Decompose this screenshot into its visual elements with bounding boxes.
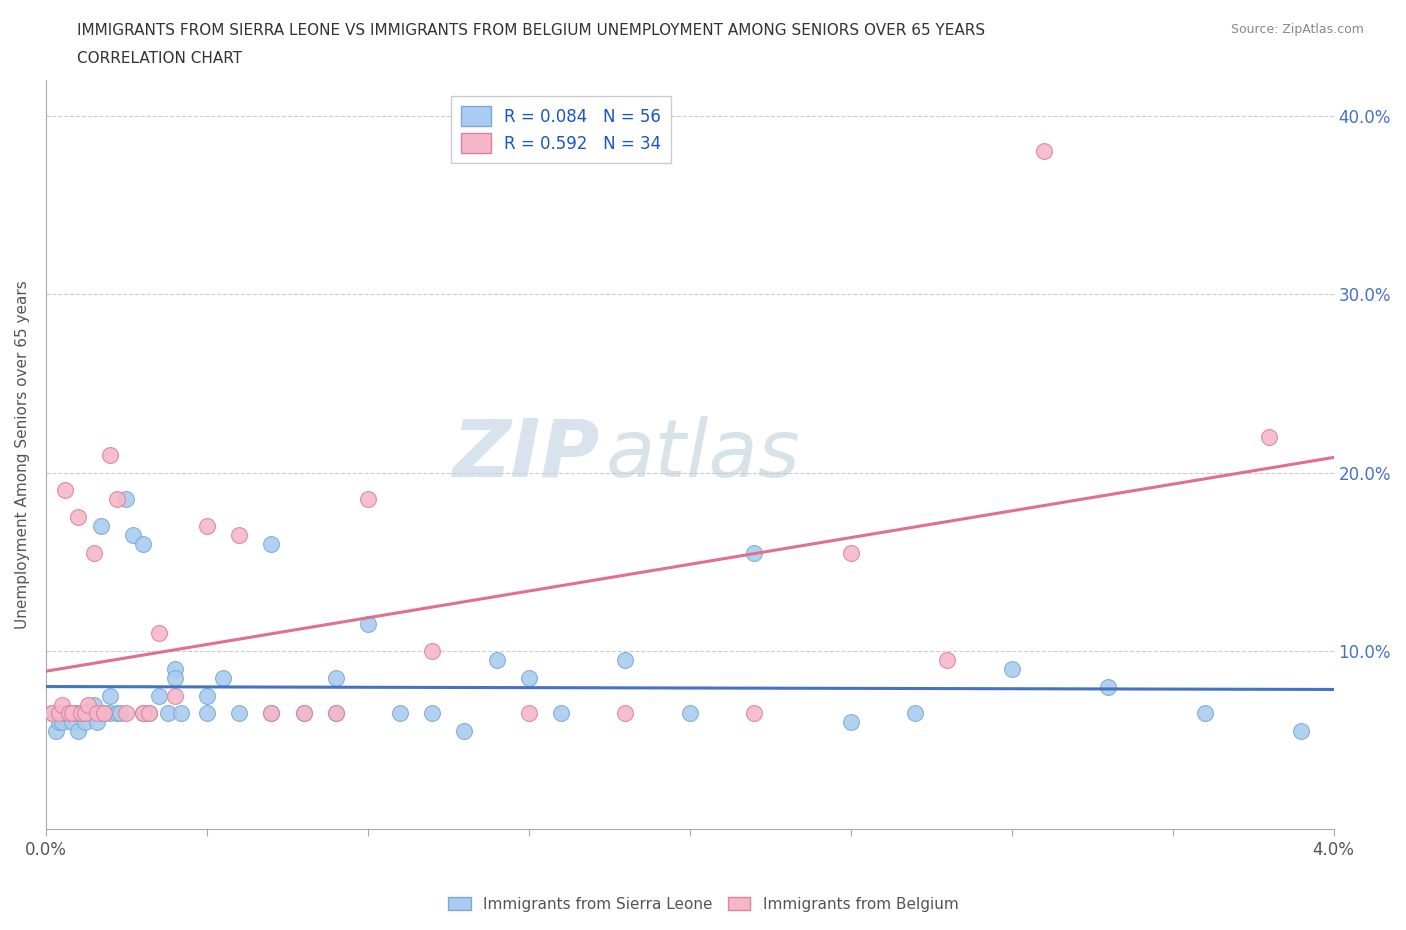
Point bbox=[90, 519, 112, 534]
Point bbox=[389, 706, 412, 721]
Point bbox=[108, 706, 131, 721]
Point bbox=[76, 706, 98, 721]
Point bbox=[122, 527, 145, 542]
Point bbox=[614, 706, 637, 721]
Point bbox=[83, 698, 105, 712]
Point bbox=[357, 492, 380, 507]
Point bbox=[73, 715, 96, 730]
Point bbox=[45, 724, 67, 738]
Point bbox=[48, 715, 70, 730]
Point bbox=[131, 706, 153, 721]
Point bbox=[80, 706, 103, 721]
Text: atlas: atlas bbox=[606, 416, 801, 494]
Point bbox=[98, 706, 121, 721]
Point bbox=[53, 706, 76, 721]
Text: Source: ZipAtlas.com: Source: ZipAtlas.com bbox=[1230, 23, 1364, 36]
Point bbox=[157, 706, 180, 721]
Point bbox=[357, 617, 380, 631]
Point bbox=[41, 706, 63, 721]
Point bbox=[742, 545, 765, 560]
Point bbox=[1291, 724, 1313, 738]
Point bbox=[98, 688, 121, 703]
Point bbox=[839, 545, 862, 560]
Point bbox=[453, 724, 475, 738]
Point bbox=[67, 724, 90, 738]
Point bbox=[138, 706, 160, 721]
Point bbox=[98, 447, 121, 462]
Point bbox=[679, 706, 702, 721]
Point bbox=[292, 706, 315, 721]
Point bbox=[60, 706, 83, 721]
Point bbox=[93, 706, 115, 721]
Point bbox=[58, 706, 80, 721]
Point bbox=[936, 653, 959, 668]
Point bbox=[195, 519, 218, 534]
Point bbox=[1194, 706, 1216, 721]
Point bbox=[105, 706, 128, 721]
Point bbox=[260, 537, 283, 551]
Point bbox=[115, 706, 138, 721]
Point bbox=[148, 688, 170, 703]
Point bbox=[292, 706, 315, 721]
Point bbox=[58, 706, 80, 721]
Point bbox=[131, 706, 153, 721]
Point bbox=[67, 706, 90, 721]
Point bbox=[420, 644, 443, 658]
Point bbox=[60, 715, 83, 730]
Point bbox=[260, 706, 283, 721]
Point bbox=[93, 706, 115, 721]
Legend: R = 0.084   N = 56, R = 0.592   N = 34: R = 0.084 N = 56, R = 0.592 N = 34 bbox=[451, 96, 671, 164]
Point bbox=[1097, 679, 1119, 694]
Point bbox=[163, 661, 186, 676]
Point bbox=[420, 706, 443, 721]
Point bbox=[86, 706, 108, 721]
Point bbox=[51, 715, 73, 730]
Point bbox=[41, 706, 63, 721]
Point bbox=[517, 706, 540, 721]
Point bbox=[163, 688, 186, 703]
Point bbox=[1032, 144, 1054, 159]
Point bbox=[550, 706, 572, 721]
Point bbox=[170, 706, 193, 721]
Point bbox=[48, 706, 70, 721]
Legend: Immigrants from Sierra Leone, Immigrants from Belgium: Immigrants from Sierra Leone, Immigrants… bbox=[441, 890, 965, 918]
Point bbox=[517, 671, 540, 685]
Point bbox=[138, 706, 160, 721]
Text: ZIP: ZIP bbox=[453, 416, 600, 494]
Point bbox=[839, 715, 862, 730]
Point bbox=[1001, 661, 1024, 676]
Point bbox=[86, 715, 108, 730]
Point bbox=[195, 706, 218, 721]
Point bbox=[260, 706, 283, 721]
Point bbox=[904, 706, 927, 721]
Point bbox=[73, 706, 96, 721]
Point bbox=[163, 671, 186, 685]
Text: CORRELATION CHART: CORRELATION CHART bbox=[77, 51, 242, 66]
Point bbox=[325, 671, 347, 685]
Point bbox=[67, 510, 90, 525]
Point bbox=[325, 706, 347, 721]
Point bbox=[742, 706, 765, 721]
Point bbox=[51, 698, 73, 712]
Point bbox=[63, 706, 86, 721]
Point bbox=[212, 671, 235, 685]
Text: IMMIGRANTS FROM SIERRA LEONE VS IMMIGRANTS FROM BELGIUM UNEMPLOYMENT AMONG SENIO: IMMIGRANTS FROM SIERRA LEONE VS IMMIGRAN… bbox=[77, 23, 986, 38]
Point bbox=[115, 492, 138, 507]
Point bbox=[76, 698, 98, 712]
Y-axis label: Unemployment Among Seniors over 65 years: Unemployment Among Seniors over 65 years bbox=[15, 280, 30, 629]
Point bbox=[53, 483, 76, 498]
Point bbox=[325, 706, 347, 721]
Point bbox=[195, 688, 218, 703]
Point bbox=[148, 626, 170, 641]
Point bbox=[228, 527, 250, 542]
Point bbox=[614, 653, 637, 668]
Point bbox=[70, 706, 93, 721]
Point bbox=[1258, 430, 1281, 445]
Point bbox=[131, 537, 153, 551]
Point bbox=[83, 545, 105, 560]
Point bbox=[228, 706, 250, 721]
Point bbox=[485, 653, 508, 668]
Point bbox=[105, 492, 128, 507]
